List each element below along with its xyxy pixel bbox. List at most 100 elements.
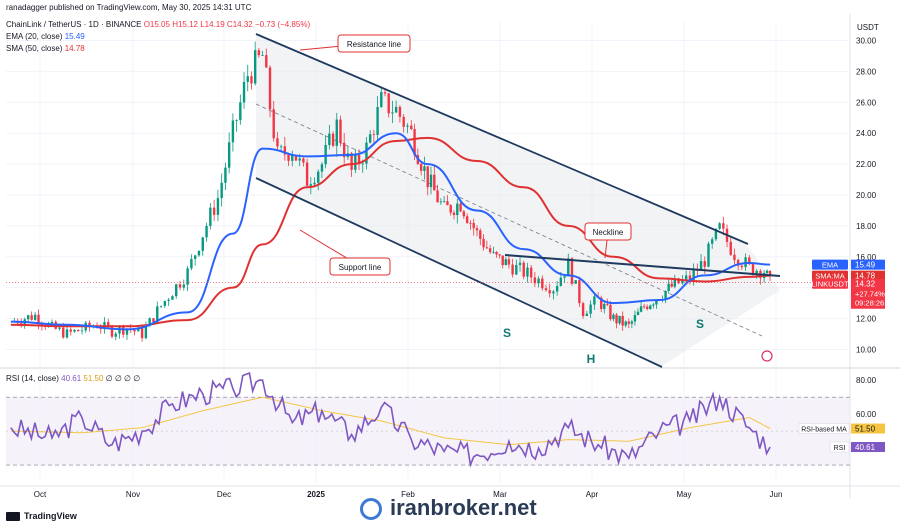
candle-body [498,254,501,256]
annotations: Resistance line Support line Neckline [299,34,632,276]
candle-body [433,174,436,191]
candle-body [511,264,514,275]
watermark: iranbroker.net [360,495,537,521]
candle-body [212,207,216,215]
candle-body [40,323,44,326]
candle-body [231,120,235,143]
candle-body [250,76,253,84]
tradingview-logo[interactable]: TradingView [6,511,77,522]
price-tag [851,278,885,309]
rsi-ma-tag-name-text: RSI-based MA [801,427,847,434]
candle-body [342,142,346,158]
candle-body [159,305,163,307]
candle-body [436,190,439,203]
price-tick-label: 16.00 [856,253,877,262]
resistance-callout-box [337,34,411,53]
candle-body [30,315,33,320]
candle-body [589,304,592,314]
candle-body [324,144,327,165]
candle-body [681,279,684,284]
candle-body [69,329,72,332]
candle-body [182,284,186,288]
candle-body [239,102,242,121]
neckline-trendline[interactable] [504,254,781,277]
price-tag-text: 15.49 [855,261,876,270]
candle-body [449,205,452,213]
candle-body [439,201,443,203]
candle-body [58,327,61,329]
candle-body [563,276,566,278]
ema-legend-value: 15.49 [64,32,85,41]
candle-body [73,329,76,332]
price-tag-extra: 09:28:26 [855,299,884,308]
publish-info: ranadagger published on TradingView.com,… [6,3,252,12]
candle-body [110,326,114,337]
candle-body [485,247,489,249]
rsi-legend-extra: ∅ ∅ ∅ ∅ [105,374,141,383]
candle-body [133,329,136,332]
pattern-label: H [587,352,596,366]
price-tag-name-text: SMA:MA [815,272,845,281]
ema-legend[interactable]: EMA (20, close) 15.49 [6,32,85,42]
candle-body [163,300,167,306]
candle-body [387,93,390,114]
rsi-legend[interactable]: RSI (14, close) 40.61 51.50 ∅ ∅ ∅ ∅ [6,374,140,384]
candle-body [261,55,264,56]
candle-body [646,306,649,309]
candles[interactable] [13,41,772,342]
rsi-tick-label: 60.00 [856,410,877,419]
price-axis[interactable]: USDT10.0012.0014.0016.0018.0020.0022.002… [856,23,879,354]
candle-body [624,321,627,326]
rsi-tag-name [829,441,850,453]
candle-body [265,55,268,68]
ohlc-legend: ChainLink / TetherUS · 1D · BINANCE O15.… [6,20,310,30]
candle-body [242,81,246,103]
candle-body [320,164,324,172]
sma-legend[interactable]: SMA (50, close) 14.78 [6,44,85,54]
rsi-ma-line [10,396,771,446]
time-axis[interactable]: Oct Nov Dec 2025 Feb Mar Apr May Jun [34,490,783,499]
candle-body [357,155,361,165]
neckline-callout-box [584,222,632,241]
candle-body [309,184,313,186]
candle-body [618,315,621,324]
price-labels: EMA 15.49 SMA:MA 14.78 LINKUSDT 14.32+27.74%0… [6,259,885,309]
candle-body [515,265,518,275]
symbol-name[interactable]: ChainLink / TetherUS · 1D · BINANCE [6,20,142,29]
candle-body [574,280,577,284]
price-tick-label: 26.00 [856,98,877,107]
sma-line [10,136,771,328]
candle-body [394,106,398,113]
support-trendline[interactable] [255,177,663,368]
candle-body [235,120,238,121]
candle-body [703,261,706,267]
candle-body [664,290,667,300]
candle-body [335,119,338,146]
candle-body [383,92,387,94]
candle-body [167,299,170,301]
candle-body [722,223,725,229]
time-tick-label: May [676,490,691,499]
pattern-label: S [503,326,511,340]
time-tick-label: Dec [217,490,231,499]
candle-body [419,163,423,171]
price-tick-label: 20.00 [856,191,877,200]
candle-body [768,270,772,276]
tradingview-brand: TradingView [24,511,77,521]
low-value: L14.19 [200,20,225,29]
candle-body [398,106,402,117]
candle-body [137,327,140,332]
candle-body [736,260,740,266]
candle-body [469,222,472,224]
candle-body [507,259,511,265]
price-tick-label: 18.00 [856,222,877,231]
candle-body [279,146,283,148]
resistance-trendline[interactable] [255,33,749,245]
candle-body [581,303,585,316]
candle-body [482,238,485,248]
rsi-legend-value: 40.61 [61,374,82,383]
candle-body [495,251,498,255]
candle-body [649,305,652,309]
